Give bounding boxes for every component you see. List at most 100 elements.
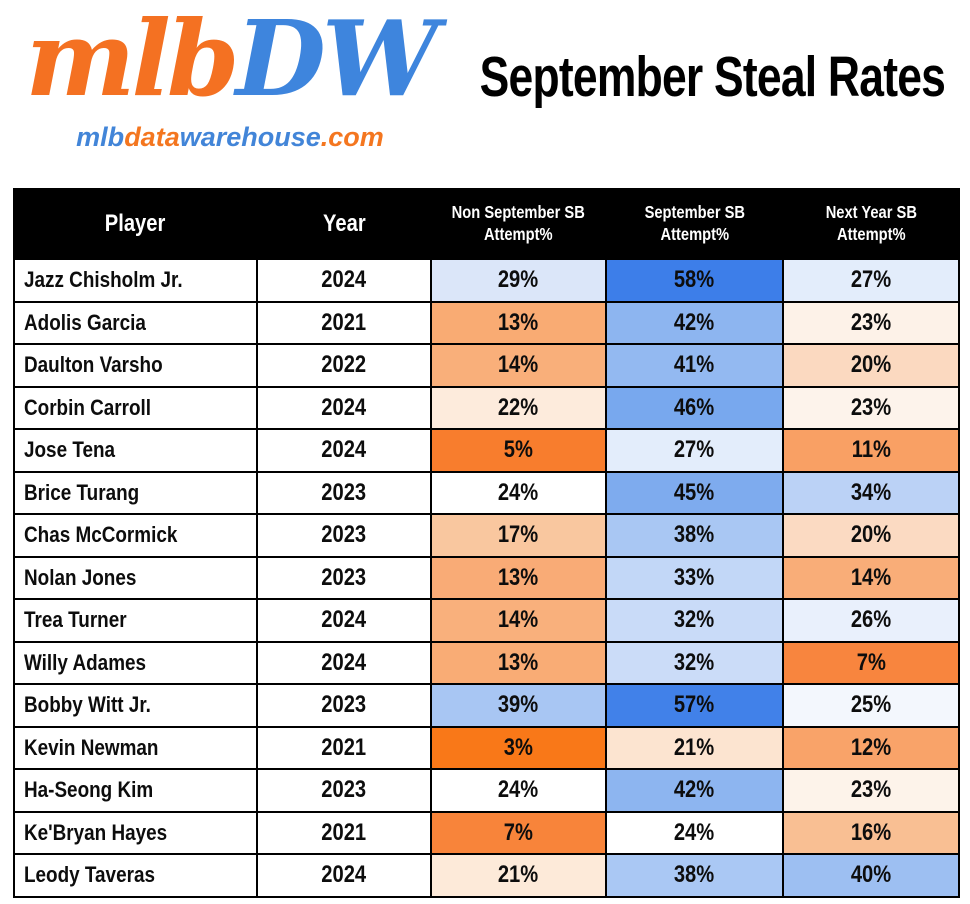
heatmap-value-cell: 5% — [430, 428, 607, 473]
attempt-pct-value: 24% — [498, 478, 539, 506]
heatmap-value-cell: 41% — [605, 343, 784, 388]
year-cell: 2024 — [256, 428, 432, 473]
heatmap-value-cell: 33% — [605, 555, 784, 600]
year-cell: 2023 — [256, 555, 432, 600]
year-value: 2024 — [321, 393, 367, 421]
header-row: Player Year Non September SB Attempt% Septe… — [13, 188, 960, 260]
attempt-pct-value: 39% — [498, 691, 539, 719]
year-cell: 2023 — [256, 683, 432, 728]
year-value: 2024 — [321, 606, 367, 634]
player-name: Jose Tena — [24, 437, 116, 463]
attempt-pct-value: 5% — [503, 436, 534, 464]
heatmap-value-cell: 32% — [605, 598, 784, 643]
heatmap-value-cell: 13% — [430, 555, 607, 600]
year-cell: 2022 — [256, 343, 432, 388]
table-row: Ha-Seong Kim 2023 24% 42% 23% — [13, 768, 960, 813]
heatmap-value-cell: 46% — [605, 385, 784, 430]
player-name: Adolis Garcia — [24, 309, 146, 335]
attempt-pct-value: 21% — [498, 861, 539, 889]
player-name: Daulton Varsho — [24, 352, 163, 378]
heatmap-value-cell: 57% — [605, 683, 784, 728]
heatmap-value-cell: 17% — [430, 513, 607, 558]
steal-rates-table: Player Year Non September SB Attempt% Septe… — [13, 188, 960, 898]
heatmap-value-cell: 24% — [605, 810, 784, 855]
attempt-pct-value: 20% — [850, 351, 892, 379]
page-title: September Steal Rates — [479, 45, 945, 109]
column-header-label: Player — [105, 210, 166, 237]
player-name: Willy Adames — [24, 649, 147, 675]
year-cell: 2024 — [256, 640, 432, 685]
player-name: Bobby Witt Jr. — [24, 692, 151, 718]
attempt-pct-value: 38% — [674, 521, 715, 549]
heatmap-value-cell: 7% — [782, 640, 960, 685]
heatmap-value-cell: 14% — [782, 555, 960, 600]
player-name: Nolan Jones — [24, 564, 137, 590]
attempt-pct-value: 58% — [674, 266, 715, 294]
year-value: 2021 — [321, 818, 367, 846]
heatmap-value-cell: 38% — [605, 853, 784, 898]
attempt-pct-value: 41% — [674, 351, 715, 379]
year-value: 2023 — [321, 776, 367, 804]
attempt-pct-value: 27% — [674, 436, 715, 464]
table-row: Brice Turang 2023 24% 45% 34% — [13, 470, 960, 515]
player-cell: Willy Adames — [13, 640, 258, 685]
heatmap-value-cell: 39% — [430, 683, 607, 728]
heatmap-value-cell: 42% — [605, 768, 784, 813]
attempt-pct-value: 7% — [856, 648, 886, 676]
player-name: Ke'Bryan Hayes — [24, 819, 168, 845]
attempt-pct-value: 16% — [850, 818, 892, 846]
heatmap-value-cell: 29% — [430, 258, 607, 303]
player-cell: Chas McCormick — [13, 513, 258, 558]
title-wrap: September Steal Rates — [462, 42, 962, 112]
player-name: Corbin Carroll — [24, 394, 152, 420]
attempt-pct-value: 13% — [498, 648, 539, 676]
heatmap-value-cell: 45% — [605, 470, 784, 515]
table-row: Willy Adames 2024 13% 32% 7% — [13, 640, 960, 685]
player-cell: Kevin Newman — [13, 725, 258, 770]
player-cell: Ha-Seong Kim — [13, 768, 258, 813]
year-cell: 2024 — [256, 598, 432, 643]
attempt-pct-value: 17% — [498, 521, 539, 549]
column-header: Year — [256, 188, 432, 260]
attempt-pct-value: 34% — [850, 478, 892, 506]
column-header: September SB Attempt% — [605, 188, 784, 260]
attempt-pct-value: 13% — [498, 308, 539, 336]
attempt-pct-value: 32% — [674, 606, 715, 634]
year-value: 2021 — [321, 733, 367, 761]
player-name: Kevin Newman — [24, 734, 159, 760]
attempt-pct-value: 24% — [498, 776, 539, 804]
attempt-pct-value: 24% — [674, 818, 715, 846]
player-cell: Ke'Bryan Hayes — [13, 810, 258, 855]
year-value: 2024 — [321, 266, 367, 294]
table-row: Nolan Jones 2023 13% 33% 14% — [13, 555, 960, 600]
player-name: Trea Turner — [24, 607, 127, 633]
column-header-label: September SB Attempt% — [644, 202, 745, 244]
year-value: 2024 — [321, 861, 367, 889]
player-cell: Nolan Jones — [13, 555, 258, 600]
heatmap-value-cell: 40% — [782, 853, 960, 898]
heatmap-value-cell: 13% — [430, 300, 607, 345]
attempt-pct-value: 23% — [850, 308, 892, 336]
attempt-pct-value: 14% — [498, 606, 539, 634]
year-value: 2022 — [321, 351, 367, 379]
attempt-pct-value: 11% — [851, 436, 891, 464]
heatmap-value-cell: 13% — [430, 640, 607, 685]
heatmap-value-cell: 20% — [782, 343, 960, 388]
logo-mlb-text: mlb — [25, 0, 239, 120]
table-body: Jazz Chisholm Jr. 2024 29% 58% 27% Adolis Gar… — [13, 258, 960, 898]
player-cell: Leody Taveras — [13, 853, 258, 898]
column-header: Next Year SB Attempt% — [782, 188, 960, 260]
player-cell: Adolis Garcia — [13, 300, 258, 345]
attempt-pct-value: 23% — [850, 776, 892, 804]
attempt-pct-value: 14% — [850, 563, 892, 591]
year-value: 2023 — [321, 478, 367, 506]
heatmap-value-cell: 11% — [782, 428, 960, 473]
year-value: 2023 — [321, 691, 367, 719]
table-row: Jose Tena 2024 5% 27% 11% — [13, 428, 960, 473]
site-url-segment: .com — [320, 122, 384, 152]
heatmap-value-cell: 42% — [605, 300, 784, 345]
heatmap-value-cell: 23% — [782, 768, 960, 813]
table-header: Player Year Non September SB Attempt% Septe… — [13, 188, 960, 260]
attempt-pct-value: 38% — [674, 861, 715, 889]
